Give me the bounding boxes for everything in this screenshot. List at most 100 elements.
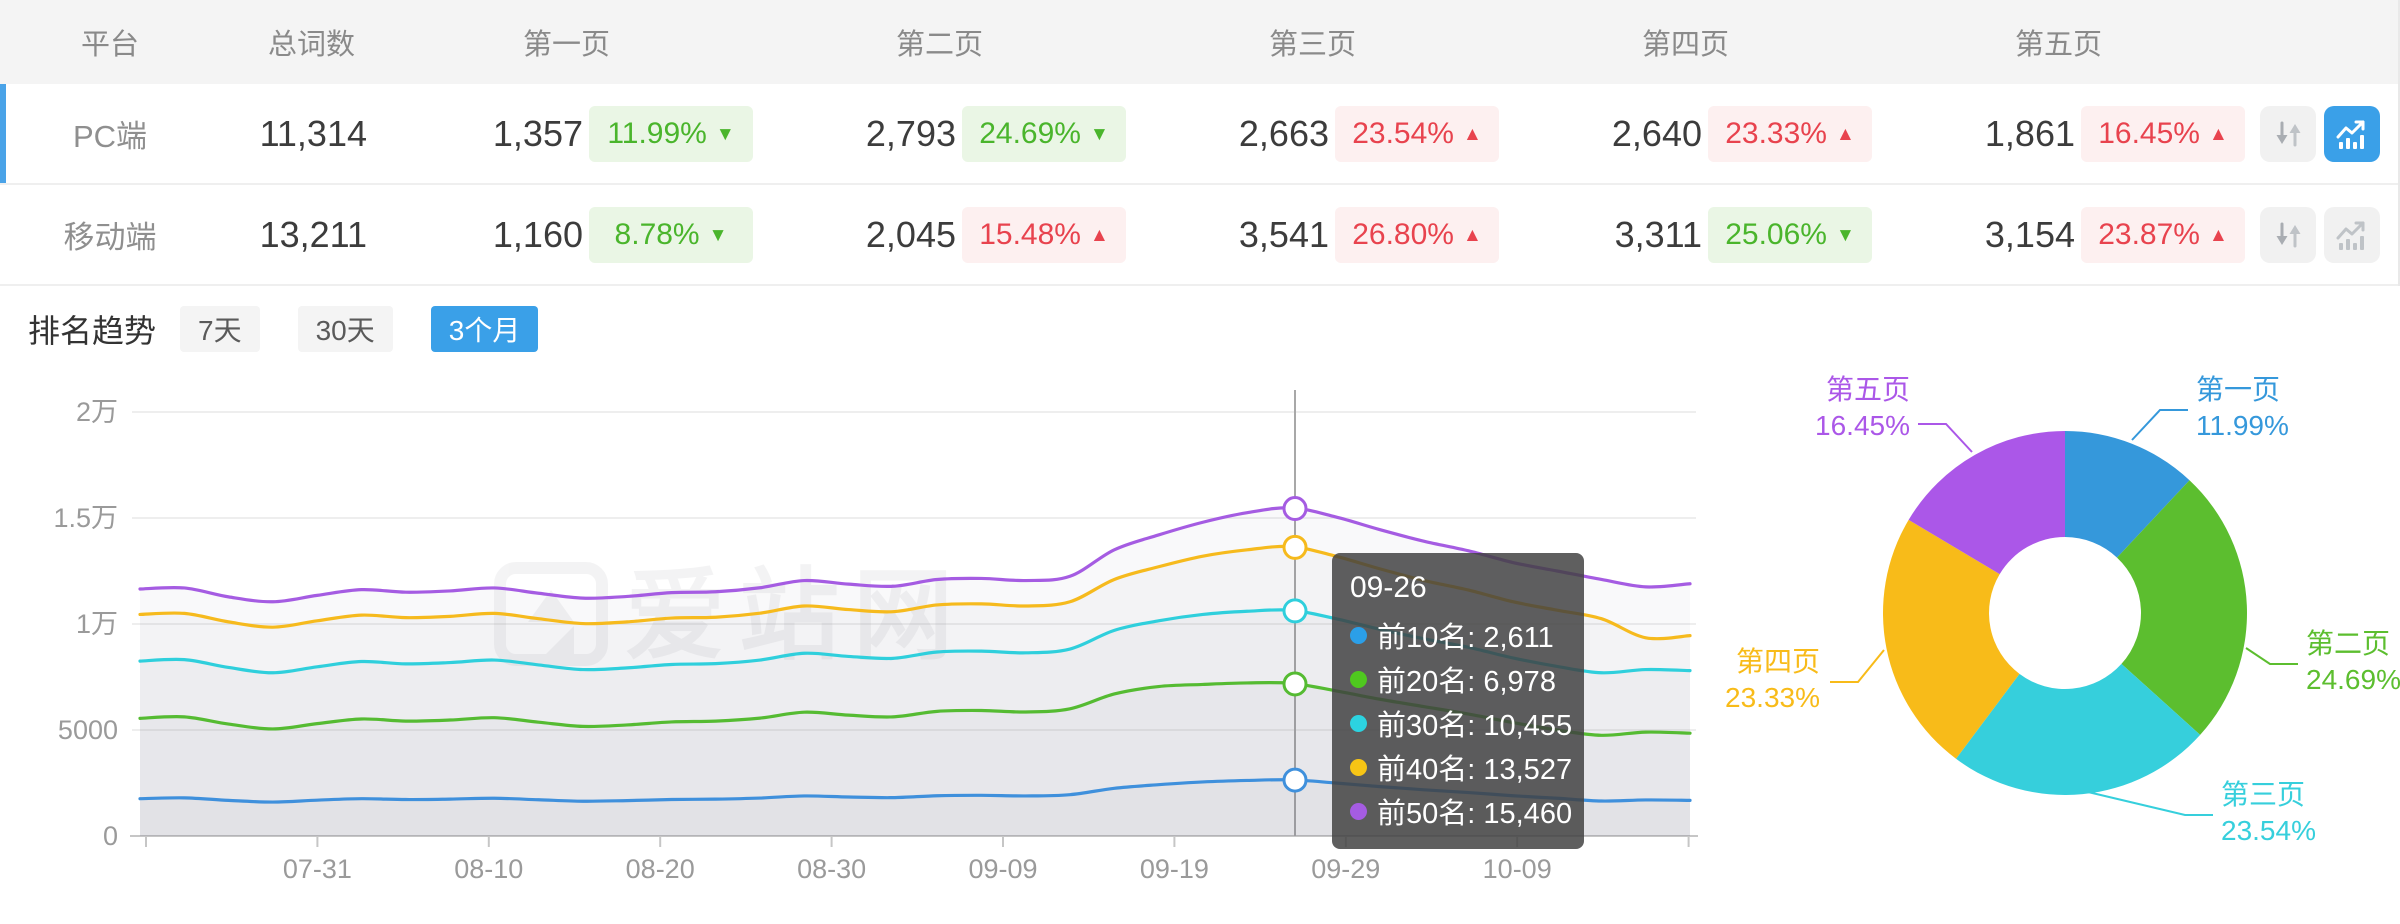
trend-arrow-icon: ▼ — [1835, 224, 1855, 246]
trend-arrow-icon: ▲ — [2208, 123, 2228, 145]
selected-row-indicator — [0, 84, 6, 183]
trend-arrow-icon: ▼ — [1089, 123, 1109, 145]
percent-value: 26.80% — [1352, 217, 1454, 251]
platform-name: PC端 — [72, 119, 148, 154]
svg-text:08-30: 08-30 — [797, 854, 866, 884]
page2-count: 2,045 — [865, 213, 956, 255]
page5-count: 3,154 — [1984, 213, 2075, 255]
page2-cell: 2,793 24.69% ▼ — [753, 105, 1126, 162]
svg-text:5000: 5000 — [58, 715, 118, 745]
pie-slice-第三页[interactable] — [1955, 663, 2201, 795]
page4-trend-badge: 25.06% ▼ — [1708, 206, 1872, 263]
page2-count: 2,793 — [865, 112, 956, 154]
page3-trend-badge: 23.54% ▲ — [1335, 105, 1499, 162]
col-header-page5: 第五页 — [2014, 29, 2102, 61]
slice-name: 第三页 — [2221, 779, 2306, 810]
row-actions — [2245, 105, 2398, 162]
total-words-value: 13,211 — [259, 213, 367, 255]
page3-count: 3,541 — [1238, 213, 1329, 255]
page5-count: 1,861 — [1984, 112, 2075, 154]
page5-trend-badge: 16.45% ▲ — [2081, 105, 2245, 162]
slice-name: 第二页 — [2306, 628, 2391, 659]
page3-cell: 3,541 26.80% ▲ — [1126, 206, 1499, 263]
trend-arrow-icon: ▲ — [1835, 123, 1855, 145]
pie-label-page1: 第一页 11.99% — [2196, 372, 2289, 444]
slice-percent: 24.69% — [2306, 664, 2400, 695]
slice-percent: 16.45% — [1815, 410, 1910, 441]
trend-arrow-icon: ▲ — [1462, 224, 1482, 246]
trend-section-header: 排名趋势 7天 30天 3个月 — [28, 303, 576, 355]
page1-cell: 1,357 11.99% ▼ — [380, 105, 753, 162]
pie-label-page3: 第三页 23.54% — [2221, 777, 2316, 849]
rank-trend-line-chart[interactable]: 爱站网 07-31 08-10 08-20 08-30 09-09 09-19 09-29 10… — [0, 360, 1700, 924]
pie-slice-第一页[interactable] — [2065, 431, 2190, 558]
col-header-page2: 第二页 — [895, 29, 983, 61]
tab-30-days[interactable]: 30天 — [297, 306, 393, 352]
page5-trend-badge: 23.87% ▲ — [2081, 206, 2245, 263]
total-words-value: 11,314 — [259, 112, 367, 154]
tab-3-months[interactable]: 3个月 — [430, 306, 539, 352]
platform-name: 移动端 — [63, 220, 157, 255]
page4-cell: 3,311 25.06% ▼ — [1499, 206, 1872, 263]
percent-value: 25.06% — [1725, 217, 1827, 251]
page2-trend-badge: 15.48% ▲ — [962, 206, 1126, 263]
percent-value: 16.45% — [2098, 116, 2200, 150]
page-share-donut-chart[interactable] — [1700, 360, 2400, 924]
col-header-total: 总词数 — [267, 29, 355, 61]
sort-button[interactable] — [2260, 206, 2316, 263]
svg-text:1.5万: 1.5万 — [53, 503, 118, 533]
page4-trend-badge: 23.33% ▲ — [1708, 105, 1872, 162]
slice-percent: 23.54% — [2221, 815, 2316, 846]
svg-text:10-09: 10-09 — [1483, 854, 1552, 884]
table-row-mobile[interactable]: 移动端 13,211 1,160 8.78% ▼ 2,045 15.48% ▲ … — [0, 183, 2398, 286]
svg-text:07-31: 07-31 — [283, 854, 352, 884]
svg-text:09-09: 09-09 — [968, 854, 1037, 884]
percent-value: 15.48% — [979, 217, 1081, 251]
percent-value: 23.87% — [2098, 217, 2200, 251]
col-header-page1: 第一页 — [522, 29, 610, 61]
col-header-platform: 平台 — [80, 29, 139, 61]
page3-trend-badge: 26.80% ▲ — [1335, 206, 1499, 263]
page5-cell: 3,154 23.87% ▲ — [1872, 206, 2245, 263]
page1-trend-badge: 8.78% ▼ — [589, 206, 753, 263]
svg-text:2万: 2万 — [76, 397, 118, 427]
svg-text:0: 0 — [103, 821, 118, 851]
sort-arrows-icon — [2276, 222, 2301, 247]
slice-name: 第四页 — [1735, 646, 1820, 677]
page4-cell: 2,640 23.33% ▲ — [1499, 105, 1872, 162]
page2-trend-badge: 24.69% ▼ — [962, 105, 1126, 162]
trend-arrow-icon: ▲ — [2208, 224, 2228, 246]
slice-name: 第一页 — [2196, 374, 2281, 405]
svg-text:1万: 1万 — [76, 609, 118, 639]
chart-button[interactable] — [2324, 206, 2380, 263]
page4-count: 3,311 — [1614, 213, 1702, 255]
platform-rank-table: 平台 总词数 第一页 第二页 第三页 第四页 第五页 PC端 11,314 1,… — [0, 0, 2400, 286]
tab-7-days[interactable]: 7天 — [180, 306, 260, 352]
page4-count: 2,640 — [1611, 112, 1702, 154]
pie-label-page4: 第四页 23.33% — [1640, 644, 1820, 716]
slice-name: 第五页 — [1825, 374, 1910, 405]
percent-value: 23.54% — [1352, 116, 1454, 150]
chart-button[interactable] — [2324, 105, 2380, 162]
page1-count: 1,160 — [492, 213, 583, 255]
pie-label-page2: 第二页 24.69% — [2306, 626, 2400, 698]
col-header-page3: 第三页 — [1268, 29, 1356, 61]
sort-button[interactable] — [2260, 105, 2316, 162]
page3-cell: 2,663 23.54% ▲ — [1126, 105, 1499, 162]
svg-text:08-10: 08-10 — [454, 854, 523, 884]
trend-chart-icon — [2336, 120, 2365, 149]
table-row-pc[interactable]: PC端 11,314 1,357 11.99% ▼ 2,793 24.69% ▼… — [0, 84, 2398, 183]
sort-arrows-icon — [2276, 121, 2301, 146]
svg-text:09-19: 09-19 — [1140, 854, 1209, 884]
trend-title: 排名趋势 — [28, 313, 157, 349]
slice-percent: 23.33% — [1725, 682, 1820, 713]
pie-label-page5: 第五页 16.45% — [1730, 372, 1910, 444]
row-actions — [2245, 206, 2398, 263]
pie-slice-第四页[interactable] — [1883, 519, 2020, 759]
svg-text:09-29: 09-29 — [1311, 854, 1380, 884]
table-header-row: 平台 总词数 第一页 第二页 第三页 第四页 第五页 — [0, 0, 2398, 84]
pie-slice-第二页[interactable] — [2116, 480, 2247, 735]
slice-percent: 11.99% — [2196, 410, 2289, 441]
pie-slice-第五页[interactable] — [1908, 431, 2065, 575]
svg-text:爱站网: 爱站网 — [625, 560, 967, 672]
